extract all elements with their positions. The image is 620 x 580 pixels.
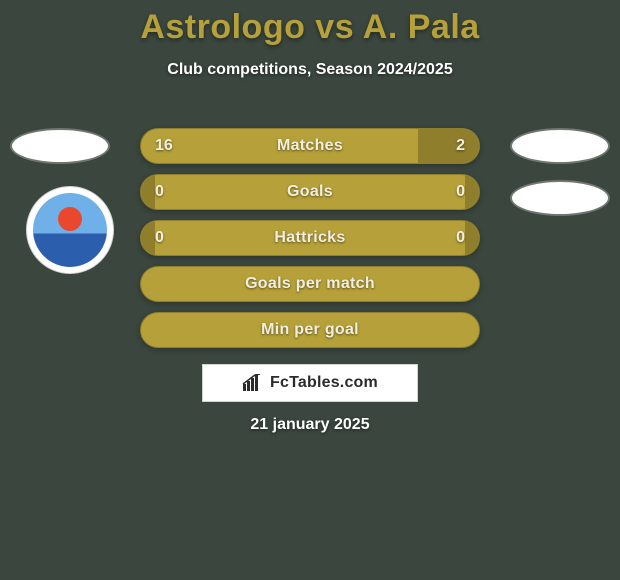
brand-box[interactable]: FcTables.com: [202, 364, 418, 402]
stat-bar: Goals0 0: [140, 174, 480, 210]
stat-value-right: 0: [456, 175, 465, 209]
page-title: Astrologo vs A. Pala: [0, 8, 620, 47]
stat-label: Goals per match: [141, 267, 479, 301]
brand-chart-icon: [242, 374, 264, 392]
stat-bar: Hattricks0 0: [140, 220, 480, 256]
stat-value-left: 0: [155, 221, 164, 255]
player-avatar-right-2: [510, 180, 610, 216]
stat-label: Goals: [141, 175, 479, 209]
badge-ball-icon: [58, 207, 82, 231]
stat-value-left: 16: [155, 129, 173, 163]
stat-bar: Goals per match: [140, 266, 480, 302]
stat-label: Hattricks: [141, 221, 479, 255]
club-badge-inner: [33, 193, 107, 267]
stats-bars: Matches162Goals00Hattricks00Goals per ma…: [140, 128, 480, 358]
stat-value-right: 0: [456, 221, 465, 255]
stat-value-right: 2: [456, 129, 465, 163]
stat-value-left: 0: [155, 175, 164, 209]
brand-text: FcTables.com: [270, 374, 378, 392]
club-badge-left: [26, 186, 114, 274]
stat-bar: Min per goal: [140, 312, 480, 348]
player-avatar-right: [510, 128, 610, 164]
player-avatar-left: [10, 128, 110, 164]
footer-date: 21 january 2025: [0, 416, 620, 434]
stat-label: Matches: [141, 129, 479, 163]
stat-bar: Matches16 2: [140, 128, 480, 164]
stat-label: Min per goal: [141, 313, 479, 347]
page-root: Astrologo vs A. Pala Club competitions, …: [0, 8, 620, 580]
page-subtitle: Club competitions, Season 2024/2025: [0, 61, 620, 79]
